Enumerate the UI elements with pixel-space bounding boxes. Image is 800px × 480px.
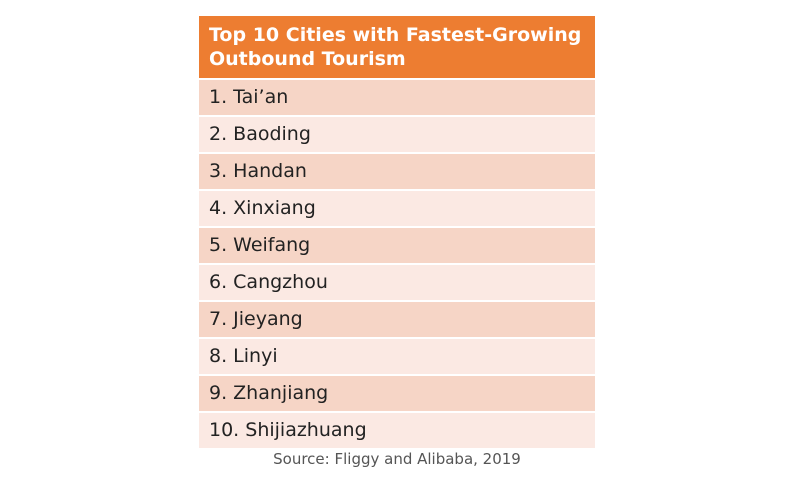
table-body: 1. Tai’an 2. Baoding 3. Handan 4. Xinxiang 5… xyxy=(199,78,595,448)
table: Top 10 Cities with Fastest-Growing Outbo… xyxy=(199,16,595,448)
table-row: 3. Handan xyxy=(199,152,595,189)
table-row: 5. Weifang xyxy=(199,226,595,263)
table-row: 4. Xinxiang xyxy=(199,189,595,226)
table-row: 2. Baoding xyxy=(199,115,595,152)
table-row: 7. Jieyang xyxy=(199,300,595,337)
table-row: 8. Linyi xyxy=(199,337,595,374)
table-header: Top 10 Cities with Fastest-Growing Outbo… xyxy=(199,16,595,78)
table-row: 10. Shijiazhuang xyxy=(199,411,595,448)
table-row: 6. Cangzhou xyxy=(199,263,595,300)
table-row: 9. Zhanjiang xyxy=(199,374,595,411)
table-row: 1. Tai’an xyxy=(199,78,595,115)
source-note: Source: Fliggy and Alibaba, 2019 xyxy=(273,450,521,468)
